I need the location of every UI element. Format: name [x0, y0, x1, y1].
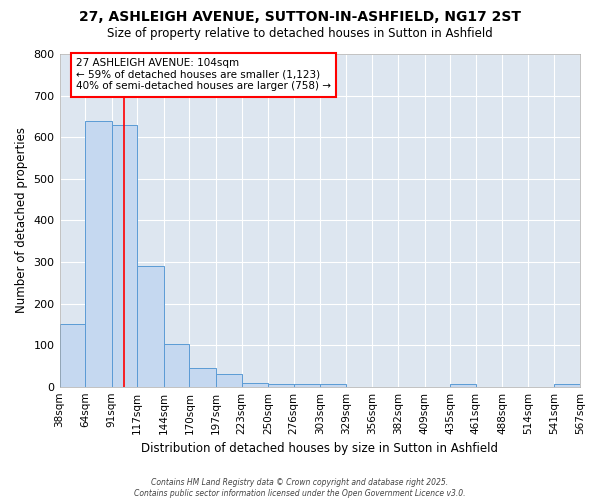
Bar [59, 324, 85, 386]
Bar [268, 384, 293, 386]
Bar [293, 384, 320, 386]
Bar [216, 374, 242, 386]
Bar [112, 124, 137, 386]
Bar [450, 384, 476, 386]
Bar [190, 368, 216, 386]
Text: 27 ASHLEIGH AVENUE: 104sqm
← 59% of detached houses are smaller (1,123)
40% of s: 27 ASHLEIGH AVENUE: 104sqm ← 59% of deta… [76, 58, 331, 92]
Bar [242, 382, 268, 386]
Bar [85, 120, 112, 386]
Text: 27, ASHLEIGH AVENUE, SUTTON-IN-ASHFIELD, NG17 2ST: 27, ASHLEIGH AVENUE, SUTTON-IN-ASHFIELD,… [79, 10, 521, 24]
Y-axis label: Number of detached properties: Number of detached properties [15, 128, 28, 314]
X-axis label: Distribution of detached houses by size in Sutton in Ashfield: Distribution of detached houses by size … [141, 442, 498, 455]
Bar [137, 266, 164, 386]
Text: Size of property relative to detached houses in Sutton in Ashfield: Size of property relative to detached ho… [107, 28, 493, 40]
Bar [164, 344, 190, 387]
Text: Contains HM Land Registry data © Crown copyright and database right 2025.
Contai: Contains HM Land Registry data © Crown c… [134, 478, 466, 498]
Bar [554, 384, 580, 386]
Bar [320, 384, 346, 386]
